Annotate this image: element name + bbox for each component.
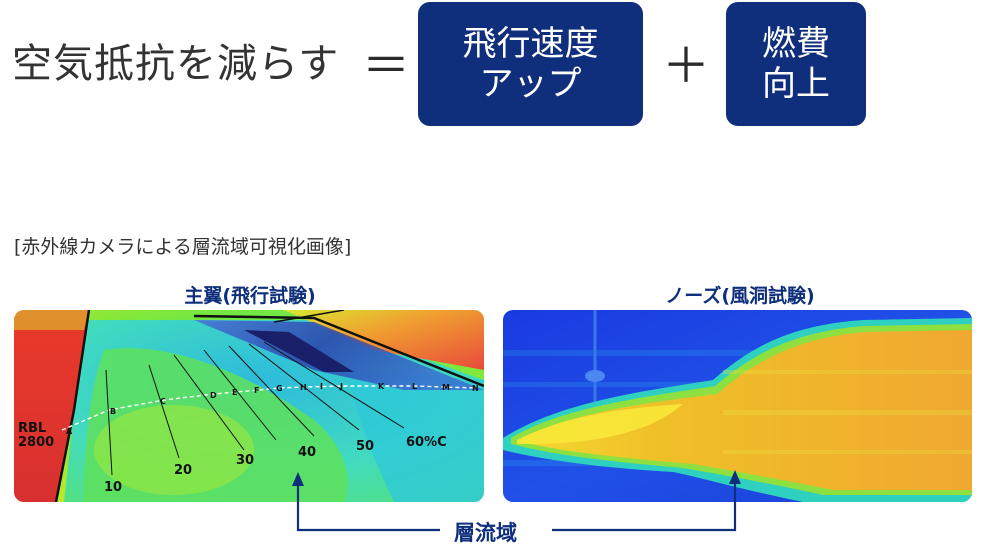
equals-sign: ＝ <box>362 38 411 94</box>
nose-thermal-svg <box>503 310 972 502</box>
station-label: J <box>339 382 343 391</box>
speed-up-line1: 飛行速度 <box>462 24 599 64</box>
station-label: B <box>110 407 116 416</box>
plus-sign: ＋ <box>662 38 711 94</box>
chord-label: 10 <box>104 480 122 495</box>
station-label: D <box>210 391 217 400</box>
station-label: M <box>442 383 450 392</box>
station-label: I <box>320 382 323 391</box>
speed-up-line2: アップ <box>479 64 582 104</box>
equation-lhs: 空気抵抗を減らす <box>12 41 340 87</box>
speed-up-box: 飛行速度 アップ <box>418 2 643 126</box>
wing-panel-title: 主翼(飛行試験) <box>184 285 316 307</box>
fuel-efficiency-box: 燃費 向上 <box>726 2 866 126</box>
rbl-label: RBL <box>18 421 46 436</box>
chord-label: 40 <box>298 445 316 460</box>
nose-infrared-image <box>503 310 972 502</box>
fuel-efficiency-line2: 向上 <box>762 64 830 104</box>
wing-thermal-svg: A B C D E F G H I J K L M N RBL 2800 10 … <box>14 310 484 502</box>
station-label: A <box>66 427 73 436</box>
chord-label: 30 <box>236 453 254 468</box>
figure-caption: [赤外線カメラによる層流域可視化画像] <box>14 236 352 258</box>
chord-label: 50 <box>356 439 374 454</box>
station-label: N <box>472 384 479 393</box>
station-label: L <box>412 382 417 391</box>
rbl-value: 2800 <box>18 435 54 450</box>
laminar-region-label: 層流域 <box>454 521 517 545</box>
station-label: C <box>160 397 166 406</box>
fuel-efficiency-line1: 燃費 <box>762 24 830 64</box>
station-label: F <box>254 386 259 395</box>
wing-infrared-image: A B C D E F G H I J K L M N RBL 2800 10 … <box>14 310 484 502</box>
station-label: K <box>378 382 385 391</box>
nose-panel-title: ノーズ(風洞試験) <box>665 285 815 307</box>
station-label: H <box>300 383 307 392</box>
station-label: E <box>232 388 237 397</box>
station-label: G <box>276 384 283 393</box>
chord-label: 20 <box>174 463 192 478</box>
chord-label: 60%C <box>406 435 447 450</box>
